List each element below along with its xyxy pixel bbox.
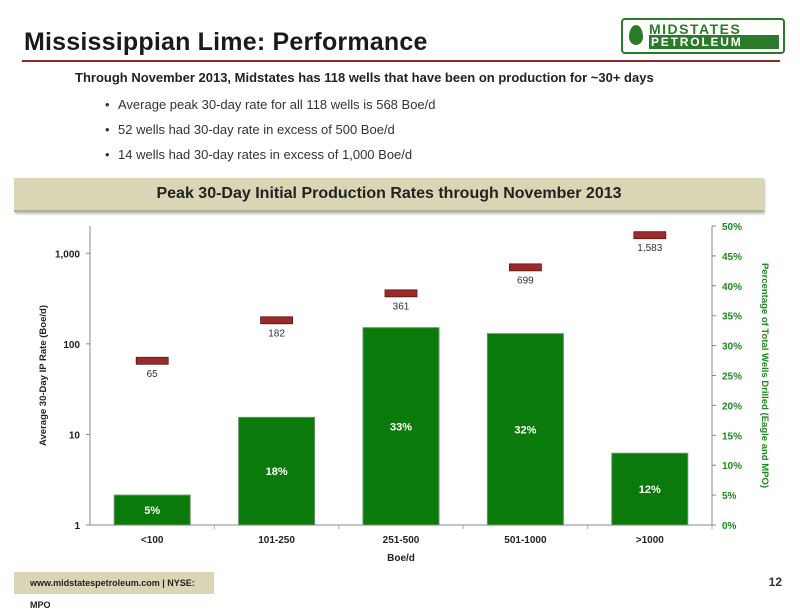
logo-top-text: MIDSTATES (649, 21, 742, 37)
chart-banner: Peak 30-Day Initial Production Rates thr… (14, 178, 764, 212)
x-tick-label: <100 (141, 535, 164, 546)
bullet-item: 14 wells had 30-day rates in excess of 1… (105, 142, 436, 167)
bullet-item: 52 wells had 30-day rate in excess of 50… (105, 117, 436, 142)
bar-data-label: 5% (144, 505, 160, 517)
x-tick-label: 101-250 (258, 535, 295, 546)
marker-data-label: 699 (517, 275, 534, 286)
right-tick-label: 30% (722, 342, 742, 353)
x-tick-label: 251-500 (383, 535, 420, 546)
bar (113, 494, 191, 526)
ip-rate-marker (135, 356, 169, 365)
bar-data-label: 33% (390, 421, 412, 433)
right-tick-label: 50% (722, 222, 742, 233)
title-rule (22, 60, 780, 62)
oil-drop-icon (629, 25, 643, 45)
company-logo: MIDSTATES PETROLEUM (621, 18, 785, 54)
marker-data-label: 182 (268, 328, 285, 339)
bar (611, 452, 689, 526)
right-tick-label: 5% (722, 491, 737, 502)
right-tick-label: 45% (722, 252, 742, 263)
bar (362, 327, 440, 526)
right-tick-label: 40% (722, 282, 742, 293)
right-tick-label: 10% (722, 461, 742, 472)
marker-data-label: 65 (147, 369, 159, 380)
left-tick-label: 1,000 (55, 249, 80, 260)
footer-link[interactable]: www.midstatespetroleum.com | NYSE: MPO (14, 572, 214, 610)
logo-bottom-text: PETROLEUM (649, 35, 779, 49)
bullet-item: Average peak 30-day rate for all 118 wel… (105, 92, 435, 117)
bar-data-label: 32% (514, 424, 536, 436)
right-tick-label: 25% (722, 372, 742, 383)
bar (486, 333, 564, 526)
bar-data-label: 18% (266, 466, 288, 478)
ip-rate-marker (260, 316, 294, 325)
ip-rate-chart: 1 10 100 1,000 0% 5% 10% 15% 20% 25% 30% 35% 40% 45% 5… (38, 222, 770, 564)
ip-rate-marker (384, 289, 418, 298)
left-axis-title: Average 30-Day IP Rate (Boe/d) (38, 305, 49, 446)
ip-rate-marker (508, 263, 542, 272)
page-title: Mississippian Lime: Performance (24, 28, 428, 56)
x-tick-label: >1000 (636, 535, 665, 546)
right-tick-label: 0% (722, 521, 737, 532)
right-tick-label: 15% (722, 431, 742, 442)
right-axis-title: Percentage of Total Wells Drilled (Eagle… (759, 263, 770, 488)
page-number: 12 (768, 575, 782, 589)
ip-rate-marker (633, 231, 667, 240)
right-tick-label: 20% (722, 401, 742, 412)
marker-data-label: 1,583 (637, 243, 662, 254)
left-tick-label: 10 (69, 430, 81, 441)
marker-data-label: 361 (393, 301, 410, 312)
x-axis-title: Boe/d (387, 553, 415, 564)
left-tick-label: 1 (74, 521, 80, 532)
right-tick-label: 35% (722, 312, 742, 323)
bar-data-label: 12% (639, 484, 661, 496)
headline: Through November 2013, Midstates has 118… (75, 70, 654, 85)
bullet-list: Average peak 30-day rate for all 118 wel… (105, 92, 436, 167)
left-tick-label: 100 (63, 340, 80, 351)
bar (238, 416, 316, 526)
x-tick-label: 501-1000 (504, 535, 547, 546)
